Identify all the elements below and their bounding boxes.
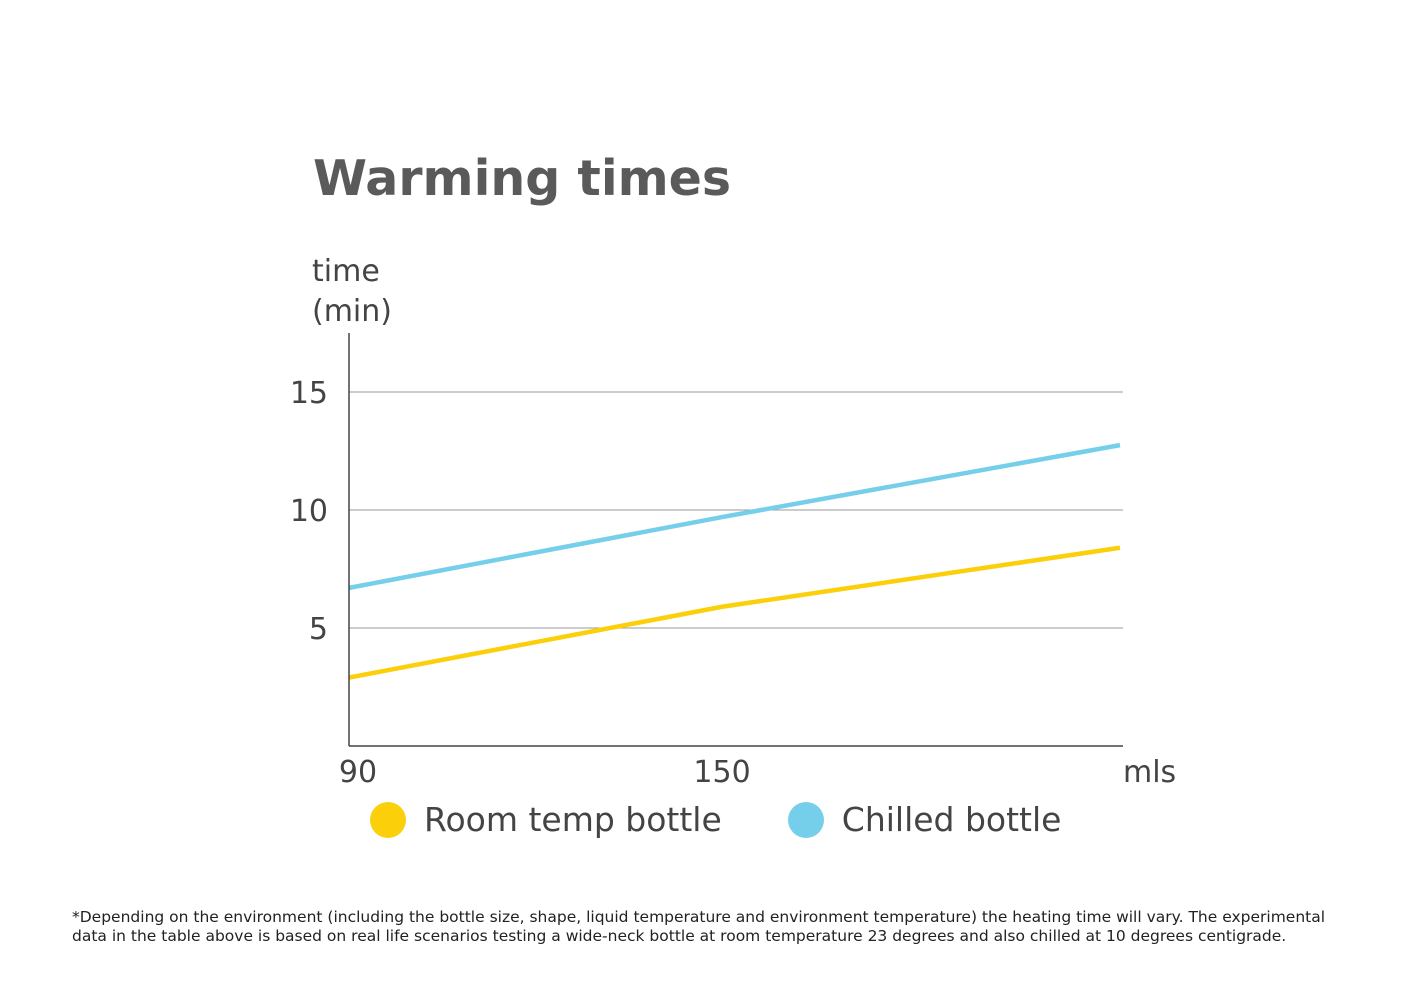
y-axis-label-line2: (min)	[312, 294, 392, 329]
legend-label-chilled: Chilled bottle	[841, 800, 1062, 839]
series-line-1	[348, 442, 1121, 591]
y-tick-label-10: 10	[290, 494, 328, 529]
footnote: *Depending on the environment (including…	[72, 908, 1362, 946]
y-tick-label-15: 15	[290, 376, 328, 411]
chart-title: Warming times	[313, 150, 732, 207]
x-tick-label-150: 150	[693, 755, 750, 790]
y-axis-label-line1: time	[312, 254, 380, 289]
series-line-0	[348, 545, 1121, 680]
legend-label-room-temp: Room temp bottle	[424, 800, 722, 839]
y-axis-label: time (min)	[312, 252, 392, 332]
legend: Room temp bottle Chilled bottle	[370, 800, 1127, 839]
x-axis-label: mls	[1123, 755, 1176, 790]
legend-swatch-chilled	[787, 801, 824, 838]
x-tick-label-90: 90	[339, 755, 377, 790]
legend-item-chilled: Chilled bottle	[787, 800, 1062, 839]
y-tick-label-5: 5	[309, 612, 328, 647]
legend-swatch-room-temp	[370, 801, 406, 838]
footnote-line-2: data in the table above is based on real…	[72, 927, 1287, 945]
legend-item-room-temp: Room temp bottle	[370, 800, 722, 839]
footnote-line-1: *Depending on the environment (including…	[72, 908, 1326, 926]
